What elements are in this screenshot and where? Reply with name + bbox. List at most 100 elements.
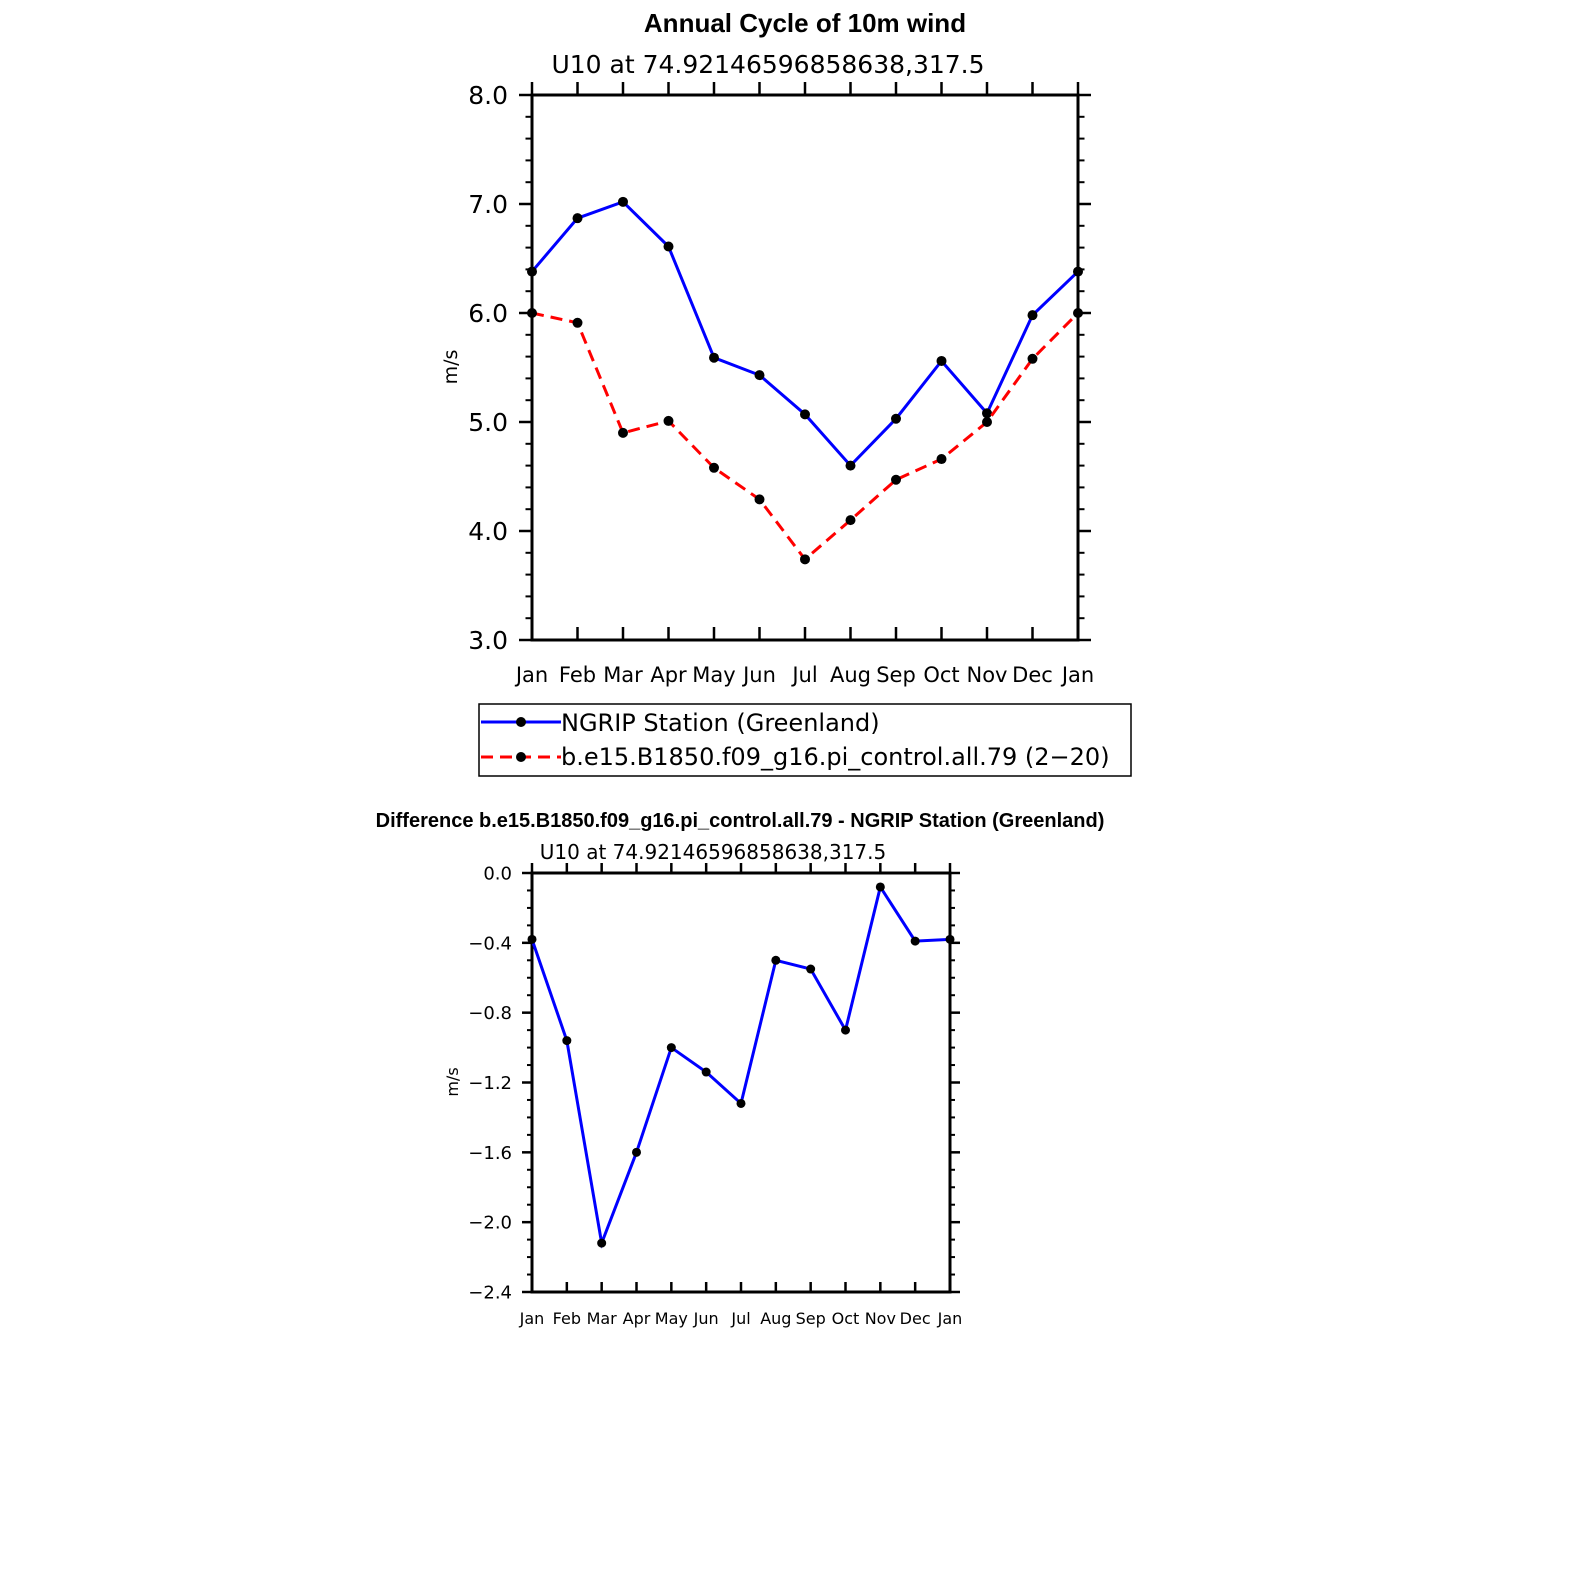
- bot-xtick-label: Apr: [623, 1309, 651, 1328]
- bot-series-0-point: [736, 1098, 746, 1108]
- top-series-line-0: [530, 200, 1080, 468]
- bot-ytick-label: −1.6: [468, 1143, 512, 1164]
- bot-xtick-label: Sep: [796, 1309, 826, 1328]
- bot-series-line-0: [530, 883, 951, 1249]
- top-chart-ylabel: m/s: [440, 350, 462, 385]
- top-chart-series: [527, 196, 1083, 565]
- top-series-0-point: [936, 355, 947, 366]
- top-ytick-label: 6.0: [468, 299, 508, 328]
- bot-series-0-point: [666, 1043, 676, 1053]
- legend-label-model: b.e15.B1850.f09_g16.pi_control.all.79 (2…: [561, 743, 1110, 771]
- top-series-1-point: [709, 462, 719, 473]
- bot-xtick-label: Jan: [937, 1309, 963, 1328]
- top-xtick-label: Nov: [967, 663, 1008, 687]
- top-xtick-label: May: [692, 663, 735, 687]
- top-series-1-point: [800, 554, 810, 565]
- bot-ytick-label: 0.0: [483, 863, 512, 884]
- top-series-0-point: [800, 409, 810, 420]
- top-series-1-point: [754, 494, 765, 505]
- bot-ytick-label: −0.4: [468, 933, 512, 954]
- top-xtick-label: Oct: [923, 663, 959, 687]
- bot-plot-frame: [530, 871, 952, 1294]
- top-series-1-point: [1073, 308, 1083, 318]
- bot-xtick-label: Dec: [900, 1309, 931, 1328]
- top-xtick-label: Jun: [741, 663, 776, 687]
- top-series-1-point: [618, 427, 628, 438]
- legend-marker-model: [516, 752, 526, 762]
- bot-xtick-label: Mar: [587, 1309, 618, 1328]
- top-series-0-point: [754, 370, 765, 381]
- top-xtick-label: Jan: [514, 663, 548, 687]
- top-series-1-point: [982, 417, 992, 427]
- bot-series-0-point: [632, 1147, 641, 1157]
- bot-ytick-label: −2.4: [468, 1282, 512, 1303]
- top-series-1-point: [663, 415, 674, 426]
- top-ytick-label: 3.0: [468, 626, 508, 655]
- bot-series-0-point: [945, 934, 955, 944]
- top-series-1-point: [891, 474, 901, 485]
- top-ytick-label: 8.0: [468, 81, 508, 110]
- top-chart-subtitle: U10 at 74.92146596858638,317.5: [551, 50, 984, 79]
- top-series-line-1: [531, 311, 1080, 562]
- top-series-0-point: [1073, 266, 1083, 277]
- top-series-0-point: [572, 213, 583, 224]
- bot-series-0-point: [875, 882, 885, 892]
- bot-series-0-point: [527, 934, 537, 944]
- top-xtick-label: Jul: [790, 663, 817, 687]
- bot-xtick-label: Jun: [693, 1309, 719, 1328]
- bot-series-0-point: [841, 1025, 850, 1035]
- bot-xtick-label: Jan: [519, 1309, 545, 1328]
- top-series-1-point: [572, 317, 583, 328]
- bottom-chart-title: Difference b.e15.B1850.f09_g16.pi_contro…: [376, 810, 1105, 832]
- top-series-1-point: [845, 515, 856, 526]
- top-series-1-point: [1027, 353, 1038, 364]
- bot-xtick-label: Jul: [730, 1309, 750, 1328]
- top-xtick-label: Feb: [559, 663, 596, 687]
- top-xtick-label: Dec: [1012, 663, 1053, 687]
- bottom-chart-axes: Jan Feb Mar Apr May Jun Jul Aug Sep Oct Nov Dec Jan−…: [468, 863, 962, 1328]
- top-ytick-label: 5.0: [468, 408, 508, 437]
- legend-box: [478, 703, 1132, 777]
- top-chart-title: Annual Cycle of 10m wind: [644, 8, 966, 38]
- bot-xtick-label: Feb: [553, 1309, 581, 1328]
- legend-label-ngrip: NGRIP Station (Greenland): [561, 709, 880, 737]
- bot-series-0-point: [910, 936, 920, 946]
- bottom-chart: Difference b.e15.B1850.f09_g16.pi_contro…: [376, 810, 1105, 1328]
- top-series-0-point: [663, 241, 674, 252]
- top-series-0-point: [527, 266, 537, 277]
- top-series-0-point: [891, 413, 901, 424]
- legend-marker-ngrip: [516, 717, 526, 727]
- top-series-0-point: [618, 196, 628, 207]
- top-series-1-point: [527, 308, 537, 318]
- bot-ytick-label: −1.2: [468, 1073, 512, 1094]
- top-chart-axes: Jan Feb Mar Apr May Jun Jul Aug Sep Oct Nov Dec Jan3…: [468, 81, 1094, 687]
- bot-xtick-label: Oct: [832, 1309, 860, 1328]
- top-series-0-point: [982, 408, 992, 419]
- bottom-chart-series: [527, 882, 955, 1249]
- top-series-0-point: [845, 460, 856, 471]
- bot-xtick-label: Aug: [760, 1309, 791, 1328]
- bot-series-0-point: [701, 1067, 711, 1077]
- top-xtick-label: Apr: [650, 663, 687, 687]
- top-series-0-point: [709, 352, 719, 363]
- top-ytick-label: 4.0: [468, 517, 508, 546]
- top-series-0-point: [1027, 310, 1038, 321]
- bot-series-0-point: [597, 1238, 607, 1248]
- top-chart-legend: NGRIP Station (Greenland) b.e15.B1850.f0…: [478, 703, 1132, 777]
- bot-series-0-point: [562, 1036, 572, 1046]
- bot-series-0-point: [806, 964, 816, 974]
- bot-ytick-label: −2.0: [468, 1213, 512, 1234]
- bot-ytick-label: −0.8: [468, 1003, 512, 1024]
- bot-xtick-label: Nov: [865, 1309, 896, 1328]
- top-series-1-point: [936, 454, 947, 465]
- top-chart: Annual Cycle of 10m wind U10 at 74.92146…: [440, 8, 1132, 777]
- top-xtick-label: Jan: [1060, 663, 1094, 687]
- top-xtick-label: Aug: [830, 663, 871, 687]
- bottom-chart-subtitle: U10 at 74.92146596858638,317.5: [540, 840, 886, 864]
- top-xtick-label: Mar: [603, 663, 643, 687]
- bot-xtick-label: May: [655, 1309, 688, 1328]
- bot-series-0-point: [771, 955, 781, 965]
- top-ytick-label: 7.0: [468, 190, 508, 219]
- top-xtick-label: Sep: [876, 663, 916, 687]
